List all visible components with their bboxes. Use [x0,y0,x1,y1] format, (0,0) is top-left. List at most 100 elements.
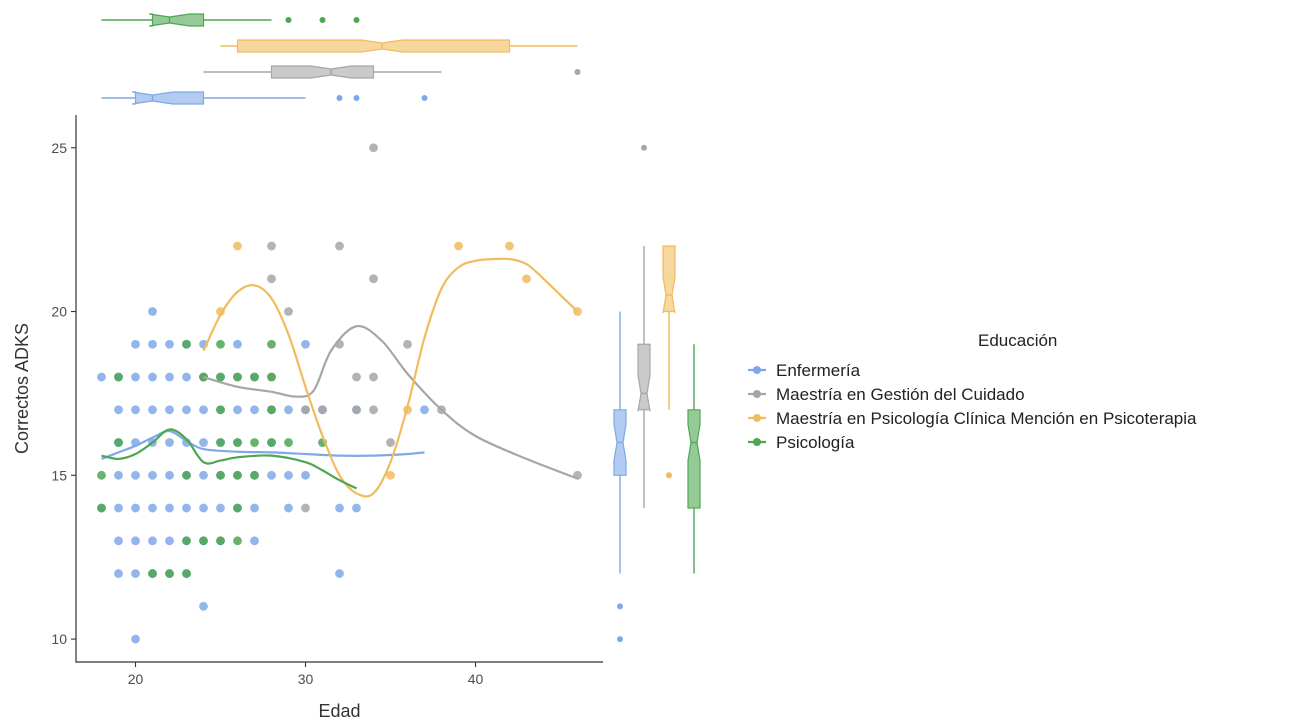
data-point [131,470,140,480]
legend-label: Maestría en Psicología Clínica Mención e… [776,409,1197,428]
top-marginal-boxplots [101,13,581,105]
data-point [250,438,259,447]
data-point [114,372,123,382]
data-point [233,372,242,382]
data-point [284,307,293,316]
data-point [165,339,174,349]
data-point [131,372,140,382]
data-point [165,470,174,480]
outlier-point [421,95,428,101]
data-point [301,503,310,513]
data-point [182,536,191,546]
data-point [182,503,191,513]
x-tick-label: 20 [128,671,144,687]
data-point [199,470,208,480]
legend-key-point [753,414,761,422]
data-point [199,536,208,546]
x-axis-label: Edad [318,701,360,721]
data-point [216,536,225,546]
legend-item: Enfermería [748,361,861,380]
data-point [335,569,344,578]
data-point [369,143,378,153]
data-point [165,438,174,447]
y-tick-label: 20 [51,304,67,320]
legend-label: Psicología [776,433,855,452]
data-point [216,470,225,480]
data-point [199,405,208,415]
data-point [165,569,174,578]
x-boxplot [101,13,360,27]
smooth-line [203,325,578,480]
data-point [522,274,531,284]
data-point [216,503,225,513]
outlier-point [285,17,292,23]
data-point [284,470,293,480]
data-point [148,307,157,316]
y-boxplot [613,311,627,643]
axes: Edad Correctos ADKS 20 30 40 10 15 20 25 [12,115,603,721]
y-boxplot [662,245,676,479]
data-point [165,405,174,415]
y-tick-label: 25 [51,140,67,156]
data-point [216,372,225,382]
data-point [114,470,123,480]
data-point [267,339,276,349]
data-point [182,339,191,349]
data-point [148,339,157,349]
data-point [267,405,276,415]
data-point [335,503,344,513]
y-boxplot [637,144,651,509]
data-point [97,470,106,480]
outlier-point [319,17,326,23]
data-point [301,405,310,415]
data-point [199,601,208,611]
y-tick-label: 10 [51,631,67,647]
y-axis-label: Correctos ADKS [12,323,32,454]
data-point [267,274,276,284]
x-tick-label: 30 [298,671,314,687]
box-body [637,343,651,412]
data-point [369,405,378,415]
data-point [301,470,310,480]
data-point [267,438,276,447]
data-point [182,470,191,480]
data-point [267,470,276,480]
data-point [505,241,514,251]
y-tick-label: 15 [51,467,67,483]
data-point [233,339,242,349]
outlier-point [617,636,623,643]
data-point [131,405,140,415]
data-point [369,372,378,382]
legend-title: Educación [978,331,1057,350]
smooth-line [101,428,357,490]
data-point [233,438,242,447]
data-point [148,372,157,382]
legend-label: Enfermería [776,361,861,380]
x-boxplot [220,39,578,53]
main-panel [97,143,582,644]
data-point [352,405,361,415]
data-point [148,470,157,480]
data-point [148,503,157,513]
x-tick-label: 40 [468,671,484,687]
data-point [250,372,259,382]
data-point [267,372,276,382]
data-point [148,569,157,578]
data-point [250,405,259,415]
legend-key-point [753,438,761,446]
data-point [386,438,395,447]
legend-label: Maestría en Gestión del Cuidado [776,385,1025,404]
data-point [97,372,106,382]
box-body [236,39,511,53]
data-point [182,372,191,382]
legend-item: Maestría en Gestión del Cuidado [748,385,1025,404]
data-point [114,438,123,447]
data-point [165,503,174,513]
legend: Educación Enfermería Maestría en Gestión … [748,331,1197,452]
legend-key-point [753,366,761,374]
box-body [687,409,701,509]
data-point [131,569,140,578]
data-point [114,405,123,415]
data-point [182,405,191,415]
data-point [131,536,140,546]
